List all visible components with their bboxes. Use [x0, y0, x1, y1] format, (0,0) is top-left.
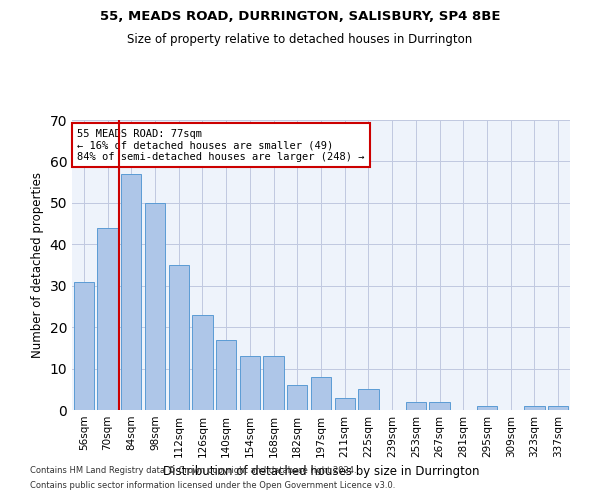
- Bar: [240, 356, 260, 410]
- Bar: [477, 406, 497, 410]
- Y-axis label: Number of detached properties: Number of detached properties: [31, 172, 44, 358]
- Text: 55, MEADS ROAD, DURRINGTON, SALISBURY, SP4 8BE: 55, MEADS ROAD, DURRINGTON, SALISBURY, S…: [100, 10, 500, 23]
- Bar: [358, 390, 379, 410]
- Bar: [169, 265, 189, 410]
- Bar: [335, 398, 355, 410]
- Bar: [430, 402, 449, 410]
- Bar: [548, 406, 568, 410]
- Bar: [406, 402, 426, 410]
- Bar: [263, 356, 284, 410]
- Bar: [193, 314, 212, 410]
- X-axis label: Distribution of detached houses by size in Durrington: Distribution of detached houses by size …: [163, 466, 479, 478]
- Text: Contains public sector information licensed under the Open Government Licence v3: Contains public sector information licen…: [30, 481, 395, 490]
- Bar: [145, 203, 165, 410]
- Bar: [74, 282, 94, 410]
- Text: Contains HM Land Registry data © Crown copyright and database right 2024.: Contains HM Land Registry data © Crown c…: [30, 466, 356, 475]
- Bar: [97, 228, 118, 410]
- Bar: [121, 174, 142, 410]
- Text: 55 MEADS ROAD: 77sqm
← 16% of detached houses are smaller (49)
84% of semi-detac: 55 MEADS ROAD: 77sqm ← 16% of detached h…: [77, 128, 364, 162]
- Bar: [311, 377, 331, 410]
- Bar: [287, 385, 307, 410]
- Bar: [216, 340, 236, 410]
- Text: Size of property relative to detached houses in Durrington: Size of property relative to detached ho…: [127, 32, 473, 46]
- Bar: [524, 406, 545, 410]
